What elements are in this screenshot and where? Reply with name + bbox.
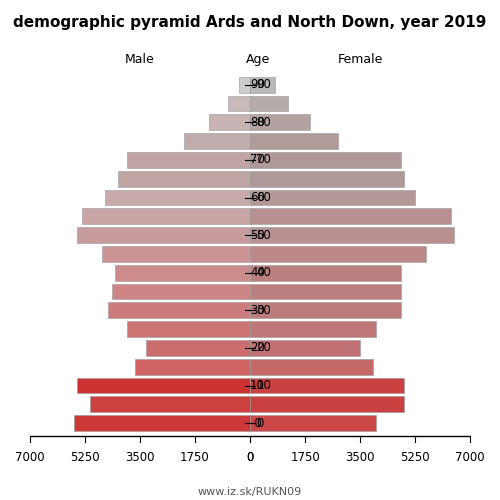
Bar [250, 171, 404, 186]
Bar [250, 284, 401, 300]
Text: 80: 80 [256, 116, 271, 129]
Text: 30: 30 [250, 304, 265, 317]
Text: 10: 10 [250, 379, 265, 392]
Bar [209, 114, 250, 130]
Text: 70: 70 [256, 154, 271, 166]
Text: 60: 60 [250, 191, 265, 204]
Bar [250, 302, 401, 318]
Text: 1750: 1750 [180, 452, 210, 464]
Bar [250, 246, 426, 262]
Bar [135, 359, 250, 374]
Text: 10: 10 [256, 379, 271, 392]
Bar [250, 190, 415, 206]
Bar [118, 171, 250, 186]
Text: 40: 40 [256, 266, 271, 280]
Bar [250, 114, 310, 130]
Bar [77, 378, 250, 394]
Text: 5250: 5250 [70, 452, 100, 464]
Bar [228, 96, 250, 112]
Text: -0: -0 [250, 416, 262, 430]
Text: 3500: 3500 [346, 452, 375, 464]
Text: 20: 20 [256, 342, 271, 354]
Text: 90: 90 [250, 78, 265, 91]
Text: 50: 50 [250, 228, 265, 241]
Text: 0: 0 [256, 416, 264, 430]
Bar [250, 208, 452, 224]
Bar [250, 416, 376, 431]
Bar [250, 152, 401, 168]
Text: 5250: 5250 [400, 452, 430, 464]
Bar [106, 190, 250, 206]
Bar [102, 246, 250, 262]
Bar [114, 265, 250, 280]
Bar [250, 133, 338, 149]
Bar [90, 396, 250, 412]
Bar [184, 133, 250, 149]
Bar [239, 77, 250, 92]
Text: Female: Female [338, 53, 383, 66]
Text: 50: 50 [256, 228, 271, 241]
Text: 60: 60 [256, 191, 271, 204]
Bar [82, 208, 250, 224]
Text: 90: 90 [256, 78, 271, 91]
Bar [250, 227, 454, 243]
Text: Age: Age [246, 53, 270, 66]
Title: demographic pyramid Ards and North Down, year 2019: demographic pyramid Ards and North Down,… [14, 15, 486, 30]
Bar [77, 227, 250, 243]
Bar [250, 77, 275, 92]
Bar [128, 322, 250, 337]
Text: 7000: 7000 [456, 452, 485, 464]
Text: 0: 0 [246, 452, 254, 464]
Text: 70: 70 [250, 154, 265, 166]
Bar [108, 302, 250, 318]
Text: 1750: 1750 [290, 452, 320, 464]
Bar [112, 284, 250, 300]
Text: 0: 0 [246, 452, 254, 464]
Bar [250, 378, 404, 394]
Text: 3500: 3500 [125, 452, 154, 464]
Text: www.iz.sk/RUKN09: www.iz.sk/RUKN09 [198, 488, 302, 498]
Bar [128, 152, 250, 168]
Bar [250, 359, 372, 374]
Bar [146, 340, 250, 356]
Text: 7000: 7000 [15, 452, 44, 464]
Bar [250, 322, 376, 337]
Text: 40: 40 [250, 266, 265, 280]
Bar [250, 396, 404, 412]
Text: 30: 30 [256, 304, 271, 317]
Bar [250, 96, 288, 112]
Bar [74, 416, 250, 431]
Text: 20: 20 [250, 342, 265, 354]
Text: Male: Male [125, 53, 155, 66]
Text: 80: 80 [250, 116, 265, 129]
Bar [250, 340, 360, 356]
Bar [250, 265, 401, 280]
